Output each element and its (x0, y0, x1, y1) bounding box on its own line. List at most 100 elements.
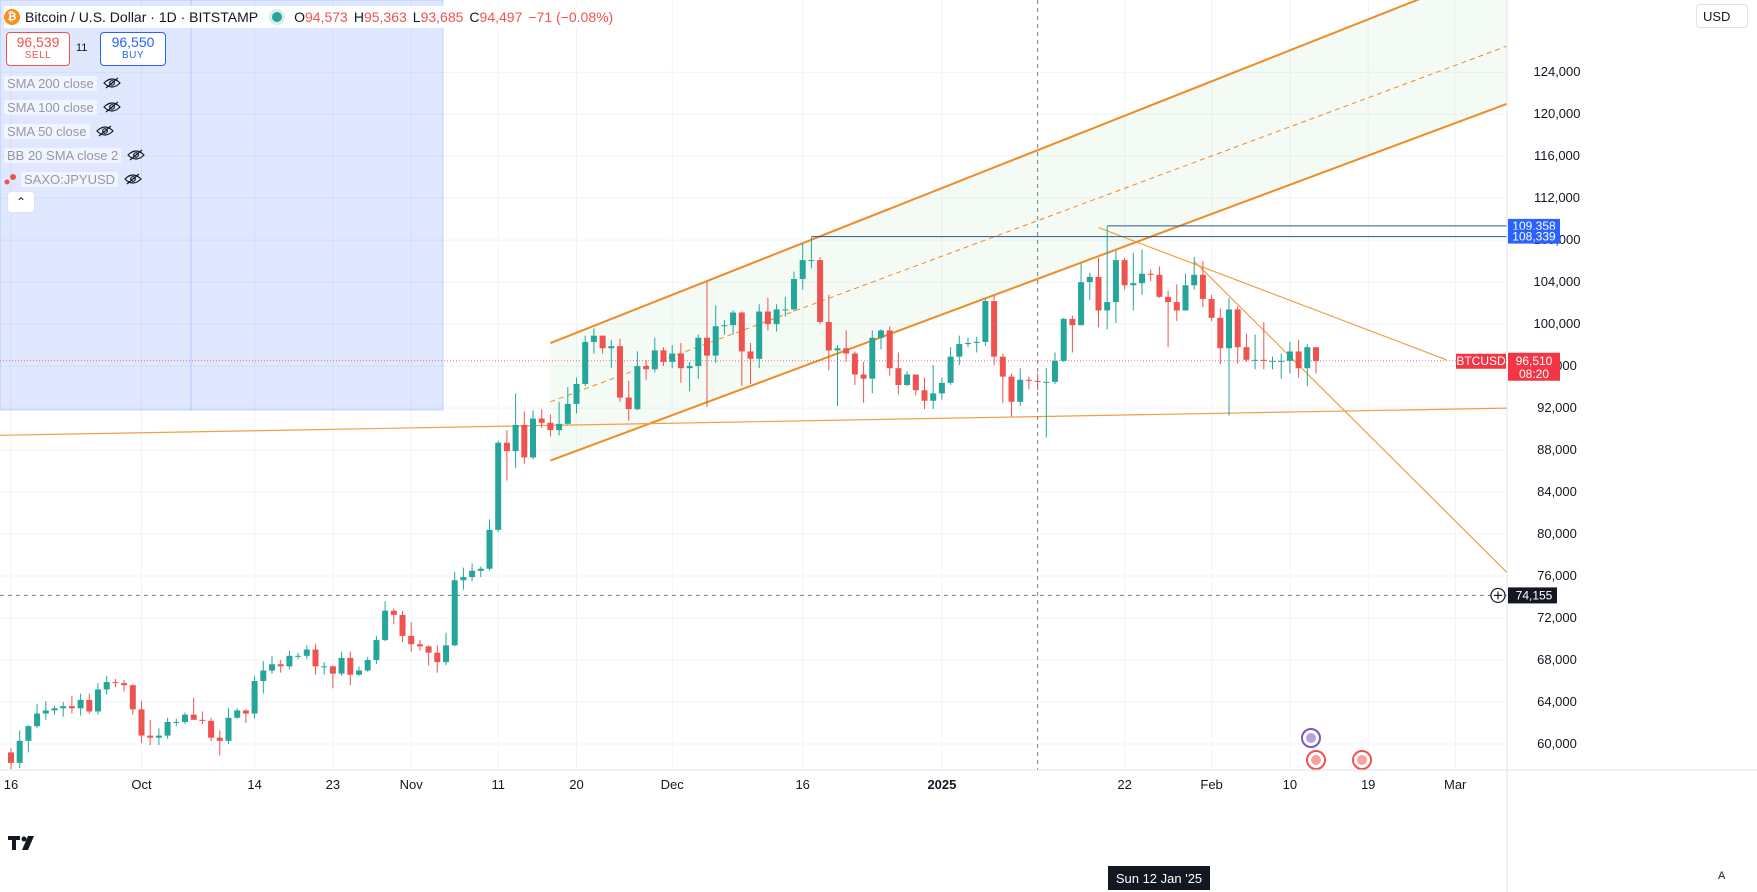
candle[interactable] (695, 334, 702, 379)
candle[interactable] (182, 712, 188, 725)
candle[interactable] (982, 298, 989, 347)
lightning-event-icon[interactable] (1301, 728, 1321, 748)
candle[interactable] (851, 351, 858, 386)
candle[interactable] (938, 377, 945, 400)
candle[interactable] (8, 748, 14, 770)
candle[interactable] (312, 644, 319, 675)
candle[interactable] (225, 708, 232, 744)
candle[interactable] (1165, 290, 1172, 348)
candle[interactable] (1139, 249, 1145, 295)
candle[interactable] (234, 708, 241, 719)
candle[interactable] (155, 728, 162, 746)
candle[interactable] (590, 328, 597, 354)
candle[interactable] (965, 337, 971, 348)
candle[interactable] (825, 294, 832, 371)
candle[interactable] (416, 640, 423, 651)
candle[interactable] (1234, 306, 1241, 365)
candle[interactable] (321, 662, 328, 675)
candle[interactable] (338, 651, 345, 676)
candle[interactable] (382, 601, 389, 642)
candle[interactable] (573, 377, 580, 414)
candle[interactable] (303, 645, 310, 659)
candle[interactable] (921, 377, 928, 410)
candle[interactable] (1173, 284, 1180, 321)
candle[interactable] (1078, 263, 1085, 326)
candle[interactable] (564, 387, 571, 425)
candle[interactable] (1121, 257, 1128, 290)
candle[interactable] (1278, 353, 1285, 379)
candle[interactable] (1156, 266, 1163, 298)
candle[interactable] (208, 717, 215, 741)
candle[interactable] (1043, 368, 1050, 438)
candle[interactable] (390, 608, 397, 625)
eye-hidden-icon[interactable] (102, 77, 121, 89)
candle[interactable] (582, 335, 589, 387)
descending-trendline-lower[interactable] (1193, 260, 1507, 574)
candle[interactable] (704, 282, 710, 408)
candle[interactable] (425, 645, 432, 666)
candle[interactable] (1052, 352, 1058, 384)
candle[interactable] (791, 271, 797, 312)
candle[interactable] (999, 353, 1006, 403)
candle[interactable] (434, 645, 441, 673)
candle[interactable] (773, 304, 780, 332)
candle[interactable] (25, 725, 32, 753)
candle[interactable] (530, 410, 536, 460)
candle[interactable] (460, 567, 467, 590)
candle[interactable] (643, 359, 650, 380)
candle[interactable] (1252, 334, 1259, 370)
candle[interactable] (286, 650, 293, 670)
candle[interactable] (1086, 272, 1093, 300)
candle[interactable] (373, 635, 380, 665)
candle[interactable] (95, 683, 101, 715)
candle[interactable] (730, 310, 737, 335)
candle[interactable] (860, 361, 867, 403)
candle[interactable] (86, 693, 93, 714)
candle[interactable] (1147, 269, 1154, 282)
candle[interactable] (443, 632, 449, 666)
eye-hidden-icon[interactable] (127, 149, 146, 161)
candle[interactable] (138, 700, 145, 743)
candle[interactable] (164, 717, 171, 739)
candle[interactable] (1226, 297, 1232, 416)
candle[interactable] (216, 730, 223, 756)
candle[interactable] (1130, 252, 1137, 311)
candle[interactable] (16, 730, 23, 769)
candle[interactable] (103, 675, 110, 695)
candle[interactable] (886, 326, 893, 376)
candle[interactable] (608, 339, 615, 369)
price-axis[interactable]: 60,000 64,000 68,000 72,000 76,000 80,000 84,0… (1534, 64, 1581, 751)
candle[interactable] (242, 709, 249, 724)
candle[interactable] (1069, 315, 1076, 353)
candle[interactable] (799, 243, 806, 290)
candle[interactable] (869, 330, 876, 394)
candle[interactable] (904, 371, 911, 387)
candle[interactable] (173, 718, 180, 727)
candle[interactable] (756, 304, 763, 369)
indicator-sma-200[interactable]: SMA 200 close (4, 71, 145, 95)
candle[interactable] (347, 651, 354, 686)
candle[interactable] (712, 305, 719, 363)
candle[interactable] (147, 719, 154, 746)
candle[interactable] (686, 361, 693, 392)
candle[interactable] (817, 256, 824, 325)
candle[interactable] (834, 345, 841, 406)
symbol-title[interactable]: Bitcoin / U.S. Dollar · 1D · BITSTAMP (25, 9, 259, 25)
candle[interactable] (1313, 347, 1319, 374)
candle[interactable] (538, 409, 545, 429)
candle[interactable] (782, 296, 789, 317)
indicator-sma-50[interactable]: SMA 50 close (4, 119, 145, 143)
candle[interactable] (808, 236, 815, 269)
candle[interactable] (1304, 344, 1311, 387)
candle[interactable] (599, 335, 606, 354)
indicator-bb-20[interactable]: BB 20 SMA close 2 (4, 143, 146, 167)
market-status-icon[interactable] (272, 12, 283, 22)
candle[interactable] (625, 380, 632, 421)
candle[interactable] (1217, 308, 1224, 365)
candle[interactable] (991, 295, 998, 366)
candle[interactable] (556, 401, 563, 436)
auto-scale-button[interactable]: A (1718, 870, 1726, 882)
candle[interactable] (912, 374, 919, 396)
sell-button[interactable]: 96,539 SELL (6, 32, 70, 66)
